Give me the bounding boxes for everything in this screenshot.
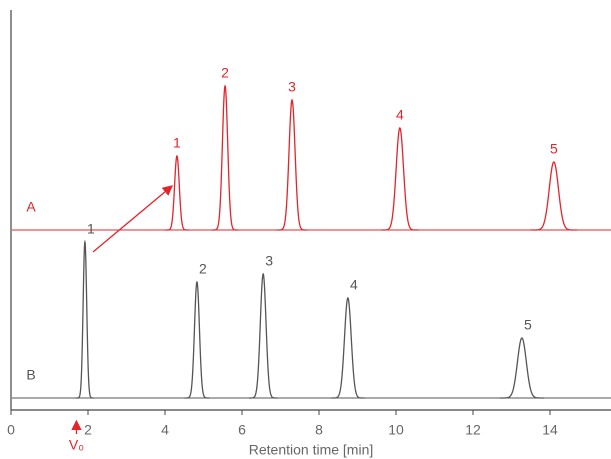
x-tick-label: 2 (84, 422, 92, 438)
peak-label: 3 (265, 253, 273, 269)
peak (184, 280, 210, 399)
peak (331, 296, 365, 399)
x-tick-label: 4 (161, 422, 169, 438)
peak-label: 2 (221, 65, 229, 81)
peak-label: 3 (288, 79, 296, 95)
series-name: B (26, 367, 35, 383)
peak (276, 98, 308, 231)
peak (248, 272, 278, 399)
peak (381, 127, 419, 231)
peak (499, 337, 544, 399)
x-tick-label: 12 (465, 422, 481, 438)
peak (530, 161, 577, 231)
x-tick-label: 8 (315, 422, 323, 438)
peak-label: 4 (396, 107, 404, 123)
peak-label: 4 (350, 277, 358, 293)
shift-arrow (92, 185, 173, 253)
peak (211, 84, 239, 231)
x-axis-label: Retention time [min] (249, 442, 374, 458)
peak (75, 239, 94, 399)
series-name: A (26, 199, 36, 215)
void-label: V₀ (69, 437, 84, 453)
peak-label: 1 (87, 221, 95, 237)
peak-label: 5 (524, 317, 532, 333)
x-tick-label: 0 (7, 422, 15, 438)
x-tick-label: 10 (388, 422, 404, 438)
x-tick-label: 14 (542, 422, 558, 438)
x-tick-label: 6 (238, 422, 246, 438)
peak-label: 2 (199, 261, 207, 277)
peak-label: 5 (550, 141, 558, 157)
peak (165, 154, 189, 231)
peak-label: 1 (173, 135, 181, 151)
